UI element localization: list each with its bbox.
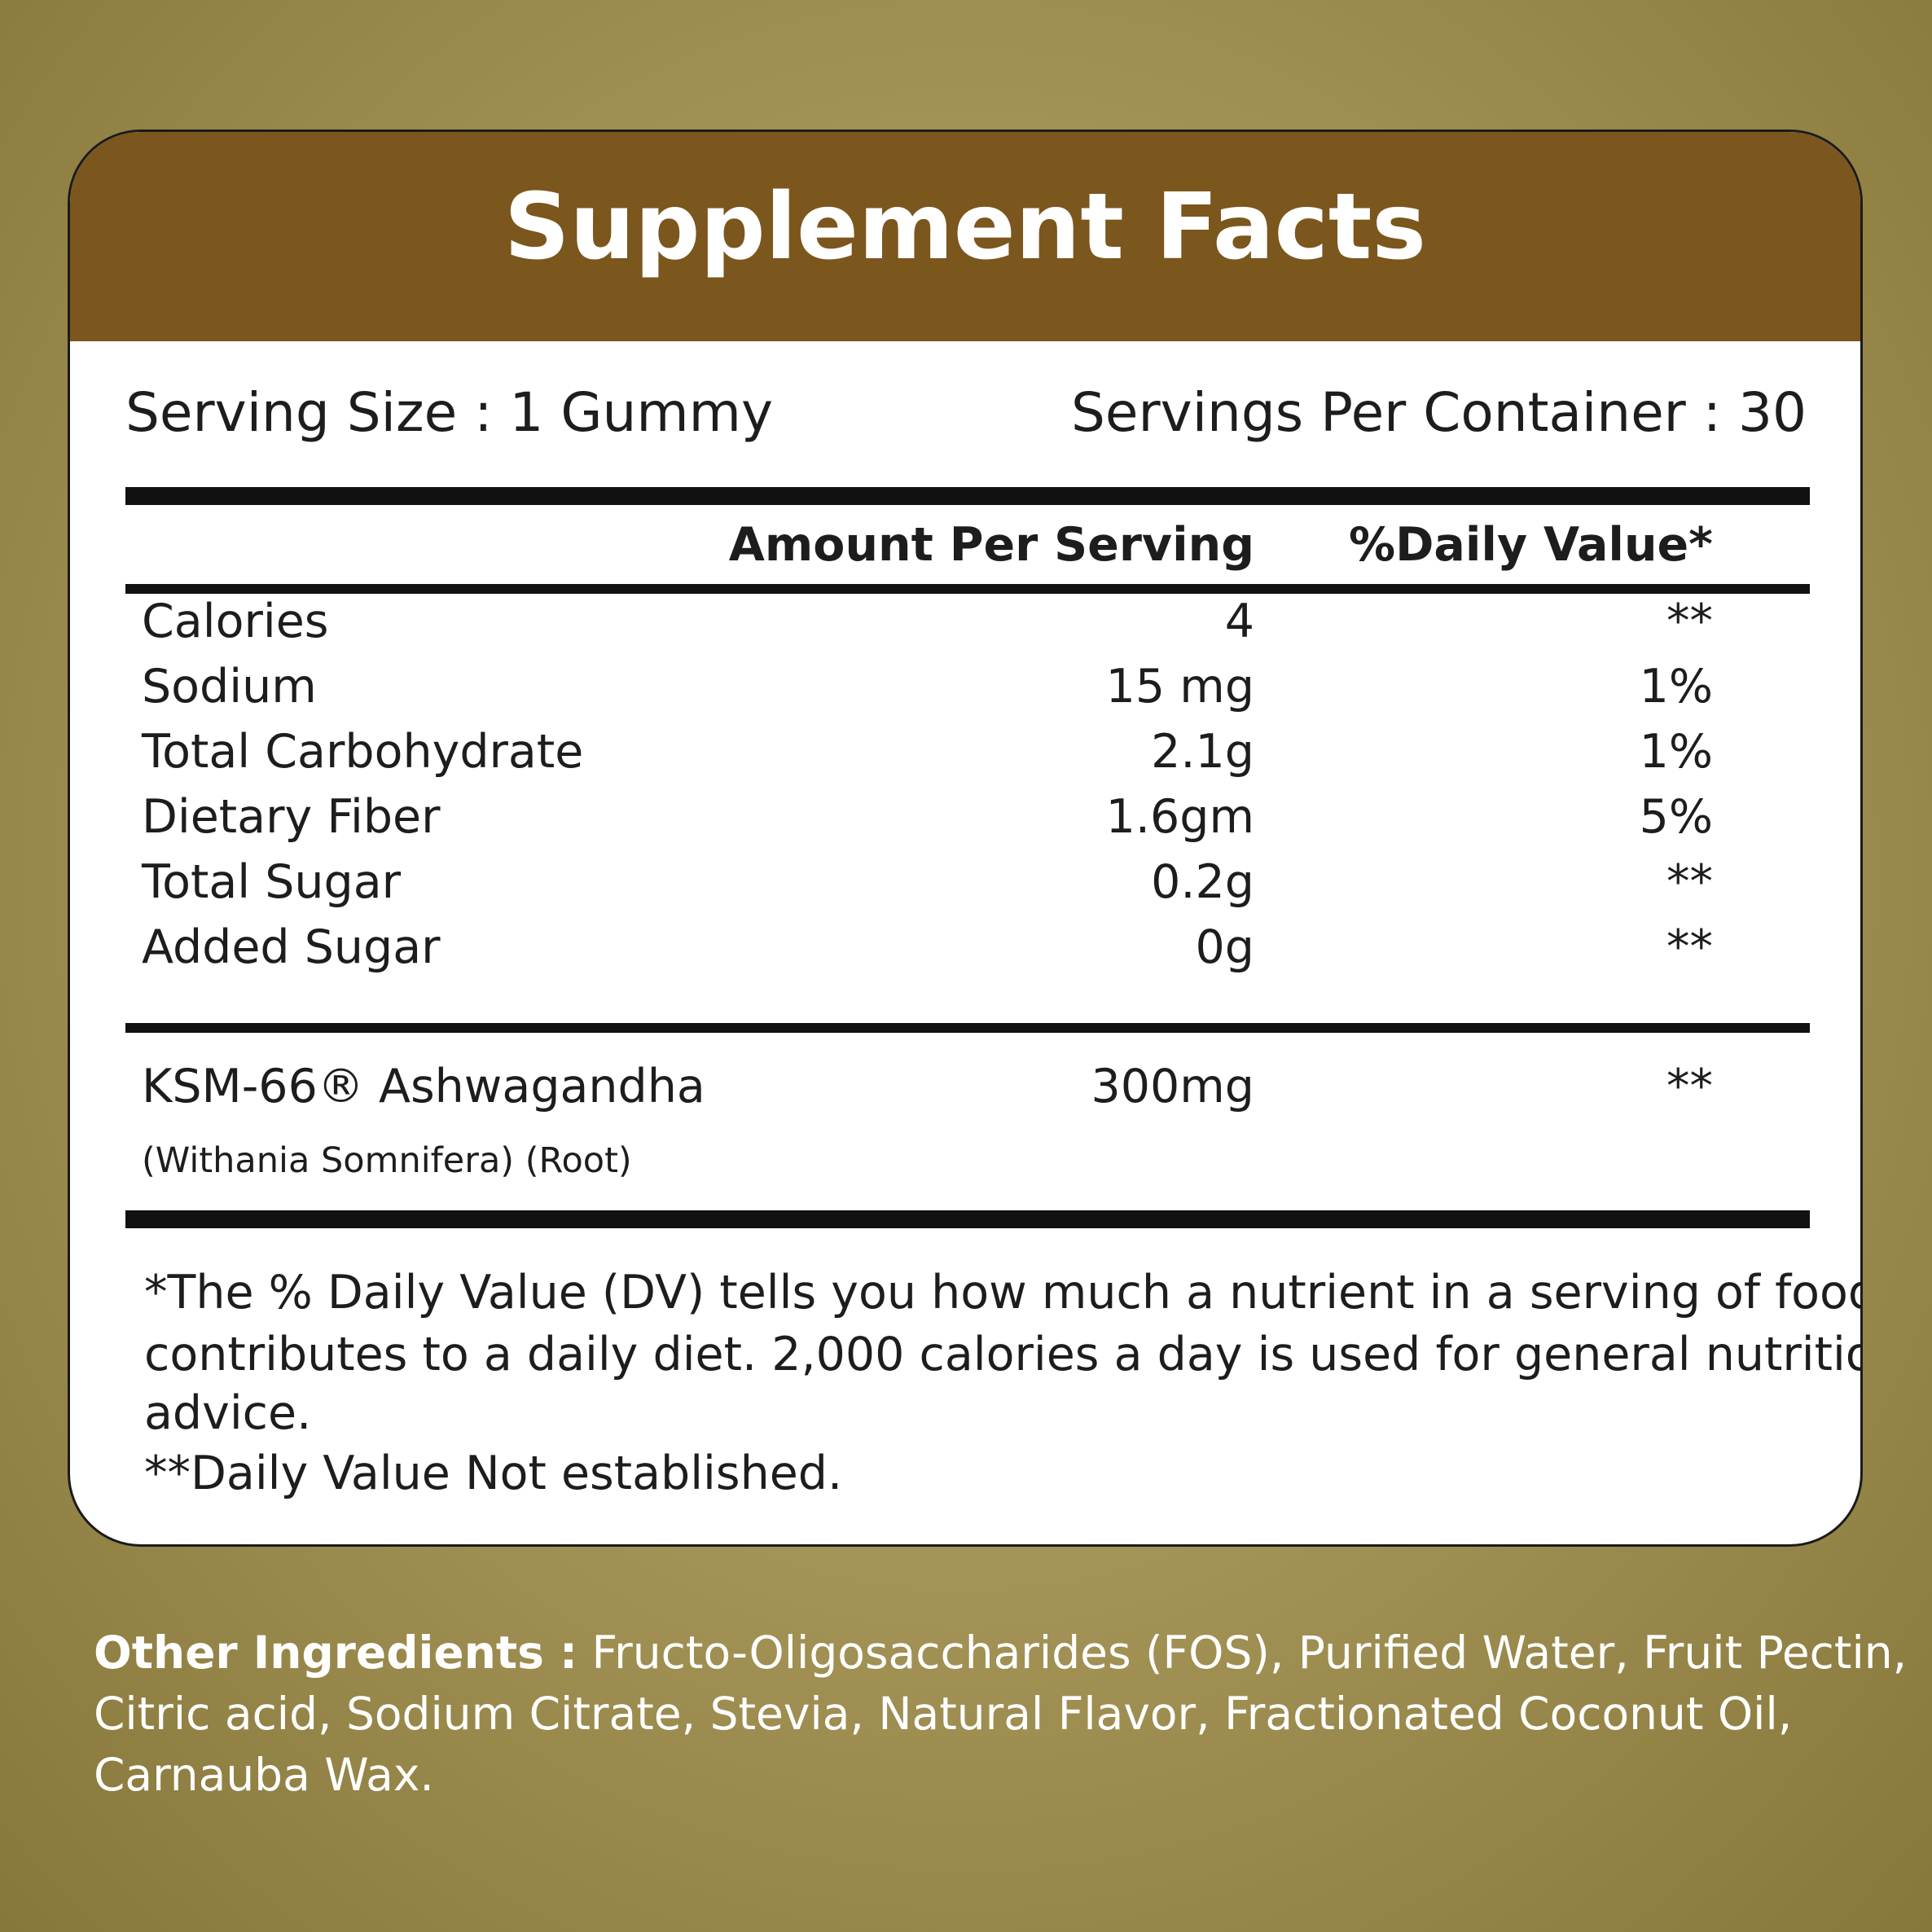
row-label: Sodium [142, 660, 317, 714]
ingredient-detail: (Withania Somnifera) (Root) [142, 1140, 632, 1181]
row-label: Total Sugar [142, 855, 402, 909]
row-label: Added Sugar [142, 920, 441, 974]
row-dv: 1% [1639, 725, 1713, 779]
rule [125, 1210, 1810, 1228]
row-dv: ** [1666, 855, 1713, 909]
row-dv: ** [1666, 595, 1713, 648]
rule [125, 1023, 1810, 1033]
footnote-line: contributes to a daily diet. 2,000 calor… [144, 1328, 1863, 1381]
row-dv: 5% [1639, 790, 1713, 844]
other-label: Other Ingredients : [94, 1627, 578, 1679]
other-line: Other Ingredients : Fructo-Oligosacchari… [94, 1623, 1907, 1682]
row-amount: 15 mg [1105, 660, 1254, 714]
title: Supplement Facts [503, 174, 1427, 280]
row-amount: 2.1g [1151, 725, 1254, 779]
ingredient-name: KSM-66® Ashwagandha [142, 1060, 705, 1113]
footnote-line: **Daily Value Not established. [144, 1447, 843, 1500]
row-amount: 1.6gm [1105, 790, 1254, 844]
rule [125, 584, 1810, 594]
row-dv: 1% [1639, 660, 1713, 714]
ingredient-amount: 300mg [1091, 1060, 1254, 1113]
other-line: Carnauba Wax. [94, 1749, 434, 1801]
other-line: Citric acid, Sodium Citrate, Stevia, Nat… [94, 1688, 1793, 1740]
rule [125, 487, 1810, 505]
row-label: Dietary Fiber [142, 790, 441, 844]
footnote-line: *The % Daily Value (DV) tells you how mu… [144, 1266, 1863, 1319]
col-daily-value: %Daily Value* [1348, 518, 1713, 572]
footnote-line: advice. [144, 1386, 312, 1440]
header-band [70, 132, 1860, 341]
facts-card: Supplement Facts Serving Size : 1 Gummy … [68, 130, 1863, 1547]
row-amount: 0.2g [1151, 855, 1254, 909]
row-label: Calories [142, 595, 329, 648]
row-amount: 0g [1195, 920, 1254, 974]
other-text: Fructo-Oligosaccharides (FOS), Purified … [577, 1627, 1908, 1679]
ingredient-dv: ** [1666, 1060, 1713, 1113]
col-amount: Amount Per Serving [728, 518, 1254, 572]
row-dv: ** [1666, 920, 1713, 974]
serving-size: Serving Size : 1 Gummy [125, 381, 773, 444]
row-label: Total Carbohydrate [142, 725, 584, 779]
servings-per-container: Servings Per Container : 30 [1071, 381, 1807, 444]
row-amount: 4 [1224, 595, 1254, 648]
